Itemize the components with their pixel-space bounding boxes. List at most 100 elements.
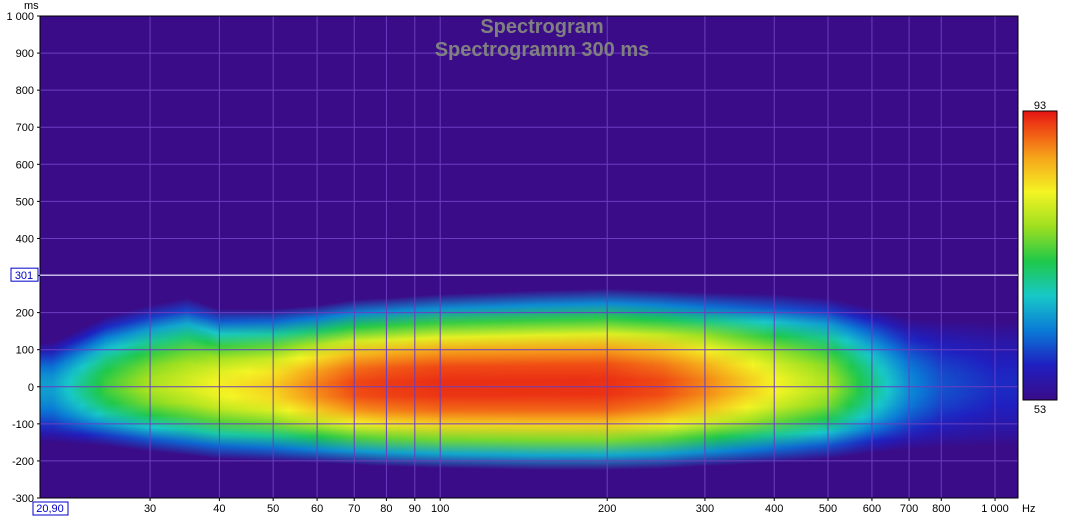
heatmap-column <box>978 321 980 447</box>
heatmap-column <box>430 294 432 469</box>
heatmap-column <box>340 301 342 464</box>
heatmap-column <box>342 301 344 465</box>
heatmap-column <box>910 318 912 450</box>
heatmap-column <box>166 301 168 454</box>
heatmap-column <box>580 289 582 471</box>
heatmap-column <box>304 306 306 463</box>
heatmap-column <box>92 322 94 446</box>
heatmap-column <box>88 324 90 445</box>
heatmap-column <box>868 306 870 454</box>
heatmap-column <box>400 296 402 467</box>
heatmap-column <box>482 292 484 470</box>
heatmap-column <box>338 301 340 464</box>
plot-frame <box>39 15 1019 499</box>
heatmap-column <box>286 307 288 462</box>
heatmap-column <box>302 306 304 463</box>
heatmap-column <box>380 298 382 467</box>
heatmap-column <box>876 308 878 454</box>
cursor-y-readout: 301 <box>15 270 33 282</box>
heatmap-column <box>40 342 42 443</box>
heatmap-column <box>918 318 920 450</box>
heatmap-column <box>1010 321 1012 447</box>
heatmap-column <box>522 290 524 470</box>
heatmap-column <box>70 333 72 444</box>
heatmap-column <box>322 304 324 464</box>
heatmap-column <box>274 308 276 462</box>
heatmap-column <box>680 291 682 468</box>
x-tick-label: 700 <box>900 503 918 515</box>
y-tick-label: 900 <box>16 48 34 60</box>
heatmap-column <box>936 319 938 449</box>
heatmap-column <box>248 308 250 461</box>
heatmap-column <box>832 298 834 459</box>
heatmap-column <box>526 290 528 470</box>
heatmap-column <box>184 298 186 456</box>
heatmap-column <box>422 295 424 468</box>
heatmap-column <box>942 320 944 448</box>
heatmap-column <box>554 289 556 471</box>
heatmap-column <box>872 307 874 454</box>
heatmap-column <box>178 299 180 455</box>
heatmap-column <box>216 308 218 459</box>
heatmap-column <box>816 297 818 460</box>
x-tick-label: 1 000 <box>981 503 1009 515</box>
heatmap-column <box>740 293 742 465</box>
y-tick-label: 600 <box>16 159 34 171</box>
heatmap-column <box>638 289 640 470</box>
heatmap-column <box>824 297 826 460</box>
heatmap-column <box>996 321 998 447</box>
heatmap-column <box>692 291 694 468</box>
heatmap-column <box>254 308 256 461</box>
heatmap-column <box>494 291 496 470</box>
heatmap-column <box>158 303 160 453</box>
heatmap-column <box>888 312 890 452</box>
heatmap-column <box>864 305 866 455</box>
heatmap-column <box>238 308 240 460</box>
heatmap-column <box>150 305 152 452</box>
heatmap-column <box>540 290 542 471</box>
heatmap-column <box>174 300 176 455</box>
heatmap-column <box>232 308 234 460</box>
heatmap-column <box>896 314 898 452</box>
heatmap-column <box>464 293 466 469</box>
heatmap-column <box>792 295 794 462</box>
heatmap-column <box>160 303 162 453</box>
heatmap-column <box>862 305 864 455</box>
heatmap-column <box>962 320 964 448</box>
heatmap-column <box>440 294 442 469</box>
heatmap-column <box>756 293 758 464</box>
y-tick-label: 200 <box>16 308 34 320</box>
heatmap-column <box>948 320 950 448</box>
heatmap-column <box>658 290 660 470</box>
heatmap-column <box>530 290 532 471</box>
heatmap-column <box>352 299 354 465</box>
heatmap-column <box>506 291 508 470</box>
heatmap-column <box>372 298 374 466</box>
heatmap-column <box>754 293 756 464</box>
heatmap-column <box>200 302 202 457</box>
heatmap-column <box>84 326 86 445</box>
heatmap-column <box>970 321 972 447</box>
heatmap-column <box>728 292 730 466</box>
heatmap-column <box>124 311 126 449</box>
chart-subtitle: Spectrogramm 300 ms <box>435 39 650 61</box>
heatmap-column <box>536 290 538 471</box>
heatmap-column <box>618 288 620 470</box>
heatmap-column <box>836 299 838 458</box>
heatmap-column <box>780 294 782 463</box>
heatmap-column <box>358 299 360 465</box>
heatmap-column <box>830 298 832 459</box>
heatmap-column <box>438 294 440 469</box>
heatmap-column <box>406 296 408 468</box>
heatmap-column <box>516 291 518 470</box>
heatmap-column <box>724 292 726 466</box>
heatmap-column <box>802 296 804 461</box>
heatmap-column <box>252 308 254 461</box>
heatmap-column <box>608 288 610 471</box>
heatmap-column <box>690 291 692 468</box>
heatmap-column <box>804 296 806 461</box>
x-tick-label: 30 <box>144 503 156 515</box>
heatmap-column <box>348 300 350 465</box>
heatmap-column <box>596 288 598 471</box>
heatmap-column <box>550 290 552 471</box>
